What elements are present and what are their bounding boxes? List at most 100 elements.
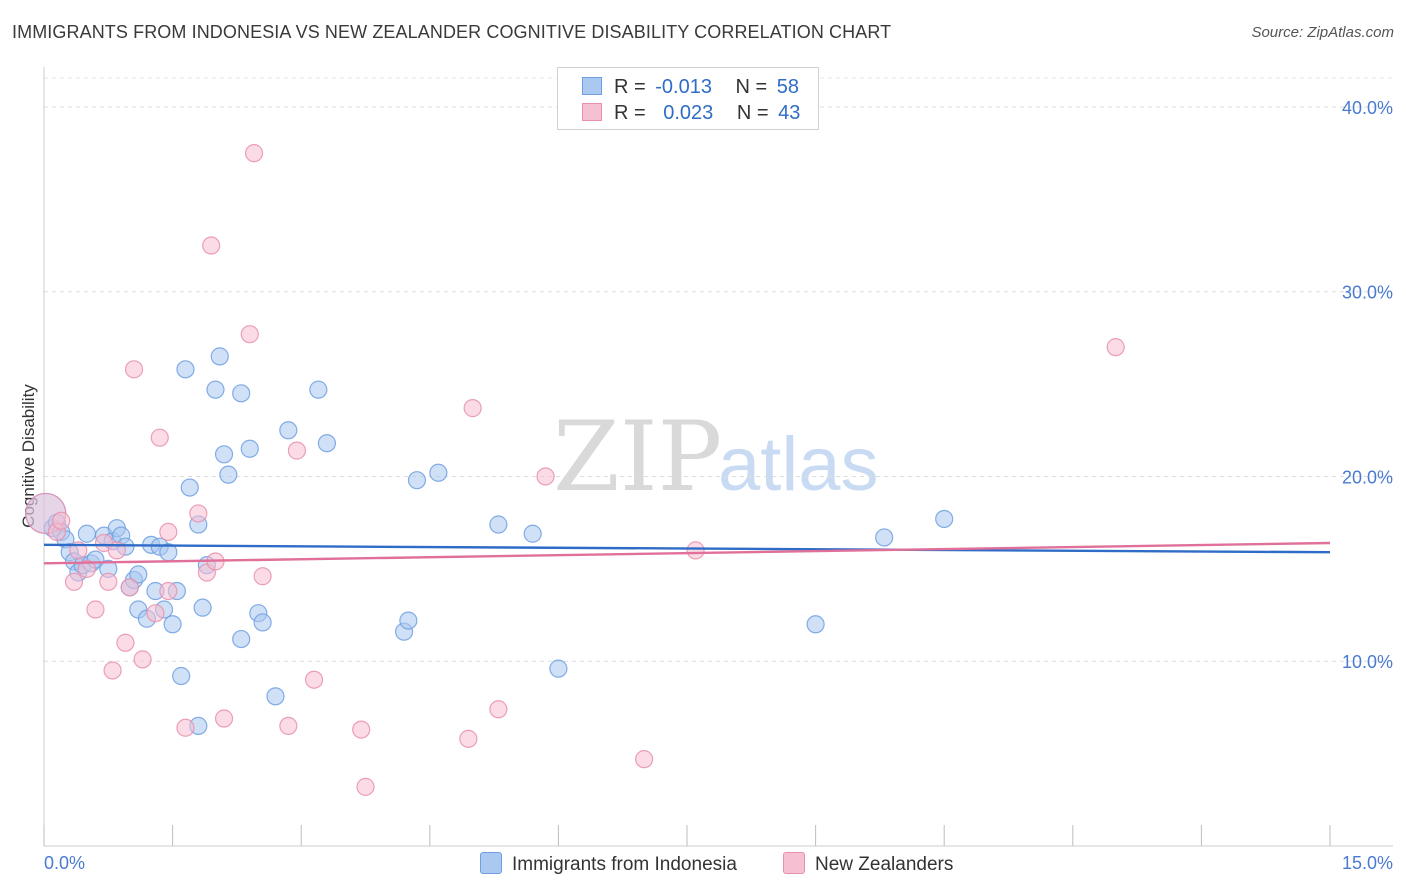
data-point bbox=[352, 720, 371, 739]
data-point bbox=[635, 750, 654, 769]
legend-n-label: N = bbox=[735, 76, 768, 98]
data-point bbox=[489, 515, 508, 534]
data-point bbox=[150, 428, 169, 447]
grid-lines bbox=[44, 77, 1393, 662]
legend-label-indonesia: Immigrants from Indonesia bbox=[512, 854, 737, 875]
data-point bbox=[163, 615, 182, 634]
stats-legend: R = -0.013 N = 58 R = 0.023 N = 43 bbox=[557, 67, 819, 130]
data-point bbox=[279, 716, 298, 736]
chart-title: IMMIGRANTS FROM INDONESIA VS NEW ZEALAND… bbox=[12, 22, 892, 42]
data-point bbox=[146, 604, 165, 623]
data-point bbox=[489, 700, 508, 719]
y-tick-labels: 10.0% 20.0% 30.0% 40.0% bbox=[1342, 98, 1393, 672]
data-point bbox=[206, 380, 225, 399]
watermark-zip: ZIP bbox=[553, 401, 722, 513]
legend-row-indonesia: R = -0.013 N = 58 bbox=[582, 76, 799, 100]
data-point bbox=[459, 729, 478, 748]
data-point bbox=[189, 504, 208, 523]
legend-r-value: -0.013 bbox=[655, 76, 712, 98]
data-point bbox=[193, 598, 212, 617]
data-point bbox=[214, 709, 234, 728]
data-point bbox=[523, 524, 542, 543]
source-credit: Source: ZipAtlas.com bbox=[1251, 24, 1394, 41]
data-point bbox=[180, 478, 199, 497]
legend-label-new-zealanders: New Zealanders bbox=[815, 854, 954, 875]
data-point bbox=[429, 463, 448, 482]
data-point bbox=[232, 629, 251, 649]
legend-r-value: 0.023 bbox=[663, 102, 714, 124]
legend-item-indonesia: Immigrants from Indonesia bbox=[480, 852, 737, 876]
legend-item-new-zealanders: New Zealanders bbox=[783, 852, 953, 876]
data-point bbox=[77, 524, 96, 543]
data-point bbox=[210, 347, 229, 366]
data-point bbox=[103, 661, 122, 680]
legend-n-label: N = bbox=[736, 102, 769, 124]
trend-line-indonesia bbox=[43, 543, 1331, 554]
data-point bbox=[124, 360, 144, 379]
y-tick-label: 20.0% bbox=[1342, 467, 1393, 487]
data-point bbox=[232, 384, 251, 403]
legend-swatch-new-zealanders bbox=[783, 852, 805, 874]
data-point bbox=[549, 659, 568, 678]
data-point bbox=[176, 718, 195, 737]
data-point bbox=[356, 777, 375, 796]
data-point bbox=[159, 522, 178, 542]
data-point bbox=[52, 511, 71, 530]
data-point bbox=[1106, 338, 1125, 357]
watermark-atlas: atlas bbox=[718, 422, 879, 507]
data-point bbox=[244, 144, 264, 163]
legend-swatch-indonesia bbox=[582, 77, 602, 95]
data-point bbox=[266, 687, 285, 706]
data-point bbox=[172, 666, 191, 686]
y-tick-label: 30.0% bbox=[1342, 283, 1393, 303]
data-point bbox=[202, 236, 221, 255]
data-point bbox=[407, 471, 427, 490]
legend-n-value: 58 bbox=[776, 76, 800, 98]
data-point bbox=[463, 399, 482, 418]
data-point bbox=[159, 581, 178, 601]
data-point bbox=[309, 380, 328, 399]
data-point bbox=[875, 528, 894, 547]
legend-r-label: R = bbox=[614, 76, 646, 98]
data-point bbox=[99, 572, 118, 591]
trend-line-new-zealanders bbox=[43, 541, 1331, 565]
data-point bbox=[129, 565, 148, 584]
data-point bbox=[133, 650, 152, 669]
x-tick-label-max: 15.0% bbox=[1342, 853, 1393, 873]
data-point bbox=[287, 441, 307, 460]
legend-r-label: R = bbox=[614, 102, 646, 124]
data-point bbox=[686, 541, 705, 560]
data-point bbox=[253, 567, 272, 586]
data-point bbox=[935, 509, 954, 529]
data-point bbox=[219, 465, 238, 484]
data-point bbox=[806, 615, 825, 634]
data-point bbox=[116, 633, 135, 652]
series-indonesia bbox=[25, 347, 954, 736]
series-new-zealanders bbox=[25, 144, 1125, 796]
data-point bbox=[279, 421, 298, 440]
legend-swatch-indonesia bbox=[480, 852, 502, 874]
data-point bbox=[240, 439, 259, 458]
legend-n-value: 43 bbox=[778, 102, 801, 124]
data-point bbox=[77, 559, 96, 578]
data-point bbox=[176, 360, 195, 379]
legend-swatch-new-zealanders bbox=[582, 103, 602, 121]
legend-row-new-zealanders: R = 0.023 N = 43 bbox=[582, 102, 800, 126]
data-point bbox=[120, 578, 139, 597]
y-axis-label: Cognitive Disability bbox=[19, 384, 38, 528]
data-point bbox=[64, 572, 84, 591]
data-point bbox=[536, 467, 555, 486]
y-tick-label: 40.0% bbox=[1342, 98, 1393, 118]
data-point bbox=[214, 445, 234, 464]
x-tick-label-min: 0.0% bbox=[44, 853, 85, 873]
data-point bbox=[86, 600, 105, 619]
data-point bbox=[399, 611, 418, 630]
data-point bbox=[240, 325, 259, 344]
trend-lines bbox=[43, 541, 1331, 565]
data-point bbox=[317, 434, 337, 453]
data-point bbox=[304, 670, 324, 689]
axes bbox=[43, 67, 1393, 847]
y-tick-label: 10.0% bbox=[1342, 652, 1393, 672]
data-point bbox=[253, 613, 272, 632]
